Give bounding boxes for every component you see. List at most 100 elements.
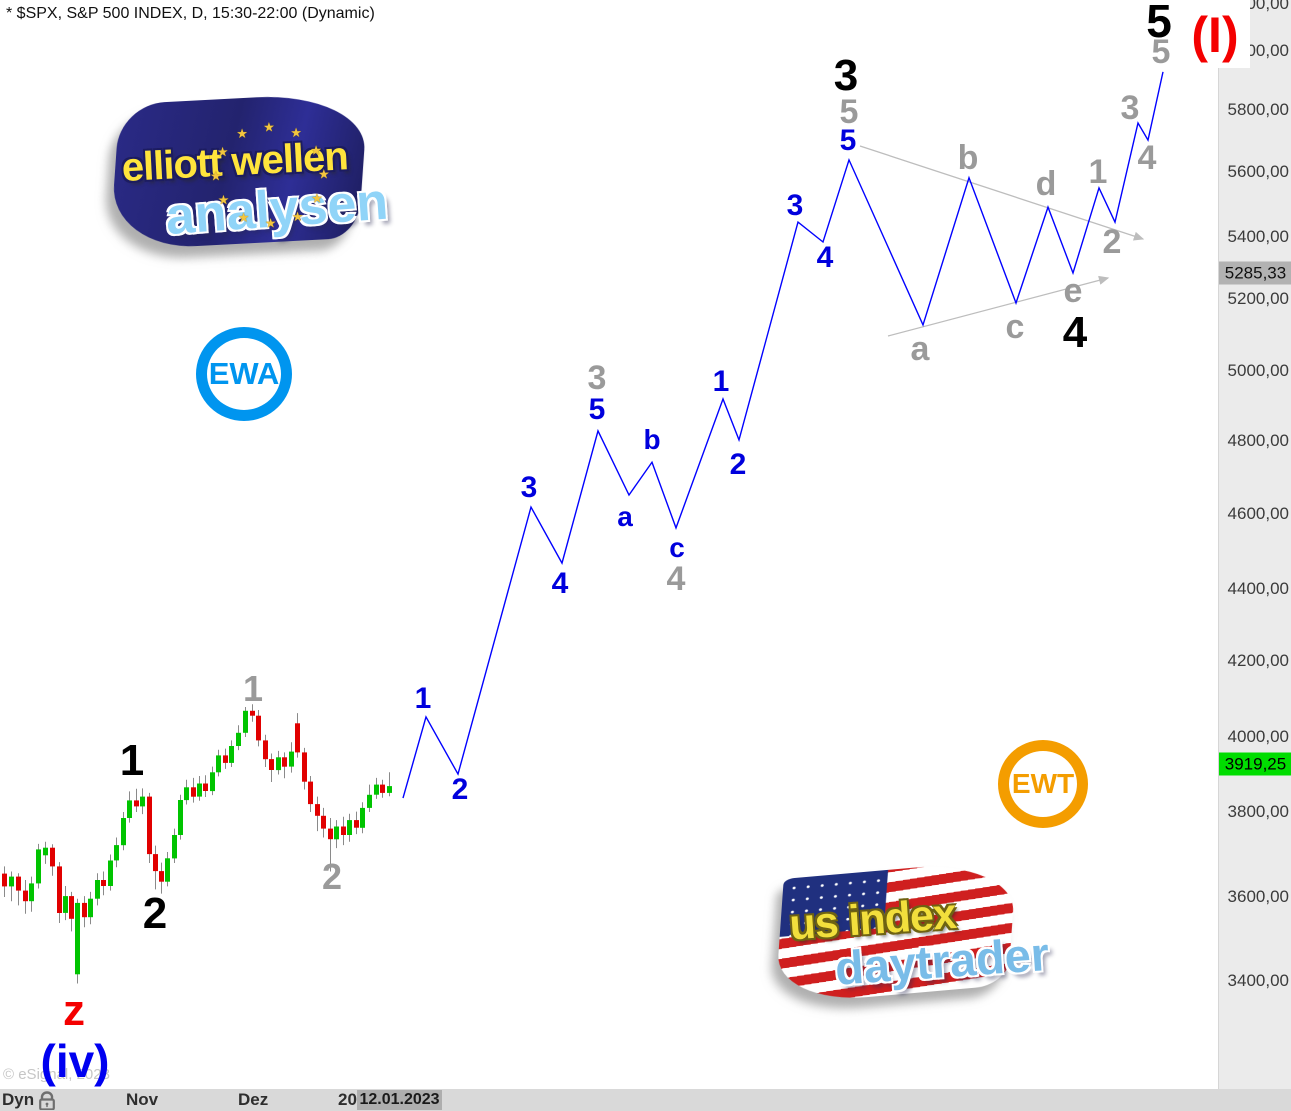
eu-star-icon: ★ xyxy=(291,208,304,224)
wave-label-black-5[interactable]: 5 xyxy=(1146,0,1172,47)
eu-star-icon: ★ xyxy=(217,192,230,208)
down-candle xyxy=(308,781,313,805)
price-tick: 4000,00 xyxy=(1227,727,1289,746)
price-tick: 5000,00 xyxy=(1227,361,1289,380)
eu-star-icon: ★ xyxy=(317,166,330,182)
down-candle xyxy=(223,755,228,763)
price-tick: 5200,00 xyxy=(1227,289,1289,308)
up-candle xyxy=(184,787,189,801)
wave-label-gray-e[interactable]: e xyxy=(1063,272,1083,310)
lock-icon[interactable] xyxy=(37,1091,57,1110)
wave-label-black-1[interactable]: 1 xyxy=(119,736,145,785)
price-axis[interactable]: 6200,00 6000,00 5800,00 5600,00 5400,00 5200,… xyxy=(1218,0,1291,1089)
eu-star-icon: ★ xyxy=(237,209,250,225)
wave-label-gray-2[interactable]: 2 xyxy=(1102,223,1122,261)
up-candle xyxy=(114,845,119,861)
down-candle xyxy=(69,896,74,919)
triangle-trendlines xyxy=(859,145,1145,337)
up-candle xyxy=(108,860,113,886)
price-tick: 4800,00 xyxy=(1227,431,1289,450)
time-axis-bar[interactable]: Dyn 12.01.2023 Nov Dez 20 xyxy=(0,1089,1291,1111)
dyn-mode-button[interactable]: Dyn xyxy=(2,1090,35,1109)
wave-label-gray-a[interactable]: a xyxy=(910,330,930,368)
wave-label-red-z[interactable]: z xyxy=(63,986,85,1035)
price-tick: 5600,00 xyxy=(1227,162,1289,181)
wave-label-blue-1[interactable]: 1 xyxy=(712,365,730,398)
wave-label-black-4[interactable]: 4 xyxy=(1062,308,1088,357)
eu-star-icon: ★ xyxy=(311,190,323,206)
price-tick: 3400,00 xyxy=(1227,971,1289,990)
up-candle xyxy=(88,898,93,918)
wave-label-gray-1[interactable]: 1 xyxy=(242,668,264,709)
wave-label-blue-4[interactable]: 4 xyxy=(816,241,834,274)
wave-label-blue-1[interactable]: 1 xyxy=(414,682,432,715)
price-tick: 5800,00 xyxy=(1227,100,1289,119)
up-candle xyxy=(95,880,100,899)
down-candle xyxy=(295,723,300,753)
up-candle xyxy=(165,858,170,882)
wave-label-blue-4[interactable]: 4 xyxy=(551,567,569,600)
wave-label-gray-4[interactable]: 4 xyxy=(1137,139,1157,177)
up-candle xyxy=(75,902,80,975)
up-candle xyxy=(374,784,379,795)
down-candle xyxy=(302,752,307,782)
wave-label-gray-4[interactable]: 4 xyxy=(666,560,686,598)
wave-label-blue-3[interactable]: 3 xyxy=(786,189,804,222)
wave-label-blue-5[interactable]: 5 xyxy=(588,393,606,426)
wave-label-blue-2[interactable]: 2 xyxy=(451,773,469,806)
time-axis-label: 20 xyxy=(338,1090,357,1109)
up-candle xyxy=(210,772,215,792)
wave-label-red-I[interactable]: (I) xyxy=(1191,7,1239,63)
wave-label-blue-3[interactable]: 3 xyxy=(520,471,538,504)
up-candle xyxy=(197,783,202,797)
wave-label-gray-3[interactable]: 3 xyxy=(587,359,607,397)
up-candle xyxy=(347,820,352,835)
wave-label-black-3[interactable]: 3 xyxy=(833,51,859,100)
down-candle xyxy=(23,890,28,902)
price-tick: 3600,00 xyxy=(1227,887,1289,906)
price-tick: 5400,00 xyxy=(1227,227,1289,246)
up-candle xyxy=(121,818,126,846)
up-candle xyxy=(36,849,41,884)
wave-label-gray-1[interactable]: 1 xyxy=(1088,153,1108,191)
wave-label-blue-b[interactable]: b xyxy=(643,424,661,455)
up-candle xyxy=(29,883,34,902)
wave-label-blue-c[interactable]: c xyxy=(669,532,685,563)
wave-label-gray-2[interactable]: 2 xyxy=(321,856,343,897)
eu-star-icon: ★ xyxy=(263,119,275,135)
down-candle xyxy=(82,902,87,918)
wave-label-gray-c[interactable]: c xyxy=(1005,308,1025,346)
wave-label-gray-5[interactable]: 5 xyxy=(1151,33,1171,71)
candle-wicks xyxy=(4,704,390,984)
triangle-trendline[interactable] xyxy=(887,275,1110,337)
up-candle xyxy=(229,746,234,763)
price-tick: 4200,00 xyxy=(1227,651,1289,670)
wave-label-black-2[interactable]: 2 xyxy=(142,889,168,938)
wave-label-blue-5[interactable]: 5 xyxy=(839,124,857,157)
wave-label-gray-b[interactable]: b xyxy=(957,139,979,177)
up-candle xyxy=(127,800,132,818)
triangle-trendline[interactable] xyxy=(859,145,1145,241)
wave-label-blue-iv[interactable]: (iv) xyxy=(40,1035,110,1087)
down-candle xyxy=(101,880,106,886)
wave-label-gray-d[interactable]: d xyxy=(1035,165,1057,203)
down-candle xyxy=(57,866,62,913)
up-candle xyxy=(387,786,392,793)
up-candle xyxy=(43,847,48,856)
elliott-wave-projection-line xyxy=(402,71,1164,799)
wave-label-gray-5[interactable]: 5 xyxy=(839,93,859,131)
price-tick: 4600,00 xyxy=(1227,504,1289,523)
down-candle xyxy=(191,787,196,797)
up-candle xyxy=(236,732,241,746)
time-axis-label: Nov xyxy=(126,1090,159,1109)
wave-label-blue-a[interactable]: a xyxy=(617,501,633,532)
down-candle xyxy=(321,815,326,829)
price-tick: 4400,00 xyxy=(1227,579,1289,598)
wave-label-blue-2[interactable]: 2 xyxy=(729,448,747,481)
cursor-date-box: 12.01.2023 xyxy=(357,1090,442,1110)
wave-label-gray-3[interactable]: 3 xyxy=(1120,89,1140,127)
down-candle xyxy=(2,873,7,887)
up-candle xyxy=(243,710,248,733)
